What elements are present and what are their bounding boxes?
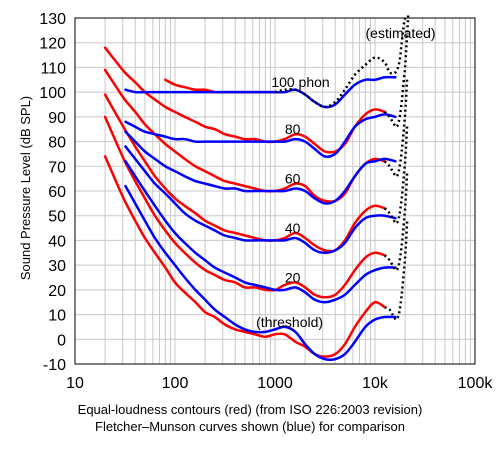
red-curve-100: [164, 78, 277, 94]
y-tick-label: 0: [57, 332, 66, 349]
y-tick-label: 90: [48, 110, 66, 127]
plot-frame: [74, 17, 476, 365]
y-tick-label: 40: [48, 233, 66, 250]
y-tick-label: 60: [48, 184, 66, 201]
y-tick-label: 10: [48, 308, 66, 325]
estimated-curve-60: [383, 77, 409, 178]
estimated-curve-80: [383, 15, 410, 129]
annotations: (estimated) 100 phon 80 60 40 20 (threshold): [256, 25, 435, 330]
y-tick-label: 120: [39, 36, 66, 53]
y-tick-label: 110: [40, 60, 66, 77]
y-tick-label: 130: [39, 11, 66, 28]
y-tick-label: 80: [48, 135, 66, 152]
blue-curve-60: [124, 130, 397, 205]
curve-label: 100 phon: [271, 74, 329, 90]
blue-curve-20: [124, 160, 397, 304]
blue-curve-80: [124, 113, 397, 158]
estimated-curve-40: [383, 124, 409, 225]
caption-line-2: Fletcher–Munson curves shown (blue) for …: [95, 419, 405, 434]
red-curve-20: [103, 115, 386, 299]
estimated-curve-100: [274, 15, 408, 109]
x-tick-label: 100k: [458, 375, 494, 392]
blue-curve-100: [124, 75, 397, 109]
red-curve-threshold: [103, 155, 386, 358]
series: [103, 15, 410, 361]
y-tick-label: 20: [48, 283, 66, 300]
estimated-curve-threshold: [384, 220, 409, 321]
curve-label: (threshold): [256, 314, 323, 330]
y-tick-label: 100: [39, 85, 66, 102]
estimated-curve-20: [383, 171, 409, 272]
blue-curve-threshold: [124, 184, 397, 361]
x-tick-label: 1000: [257, 375, 293, 392]
blue-curve-40: [124, 145, 397, 255]
x-tick-label: 10: [66, 375, 84, 392]
axes: -10 0 10 20 30 40 50 60 70 80 90 100 110 120 130 10 100 1…: [39, 11, 493, 392]
y-tick-label: -10: [43, 357, 66, 374]
y-tick-label: 70: [48, 159, 66, 176]
curve-label: 80: [285, 121, 301, 137]
caption-line-1: Equal-loudness contours (red) (from ISO …: [77, 402, 423, 417]
y-axis-label: Sound Pressure Level (dB SPL): [18, 96, 33, 280]
curve-label: 40: [285, 220, 301, 236]
x-tick-label: 100: [162, 375, 189, 392]
y-tick-label: 50: [48, 209, 66, 226]
y-tick-label: 30: [48, 258, 66, 275]
curve-label: 20: [285, 269, 301, 285]
curve-label: (estimated): [366, 25, 436, 41]
curve-label: 60: [285, 171, 301, 187]
x-tick-label: 10k: [362, 375, 389, 392]
